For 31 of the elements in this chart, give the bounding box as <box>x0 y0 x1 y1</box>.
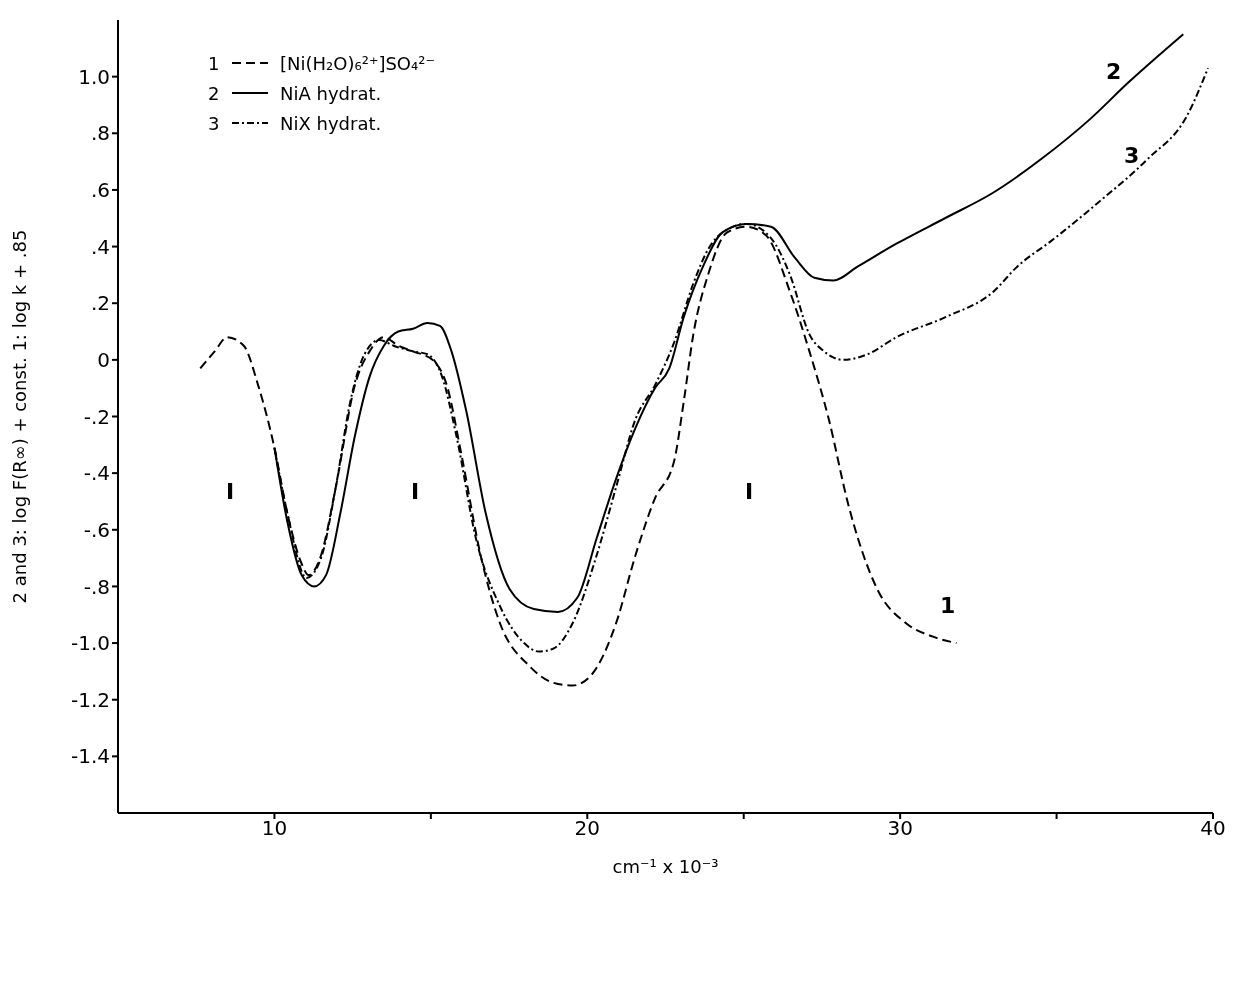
y-tick-label: 0 <box>97 347 110 372</box>
x-tick-label: 10 <box>261 816 288 841</box>
y-tick-label: -.6 <box>83 517 110 542</box>
y-axis-title: 2 and 3: log F(R∞) + const. 1: log k + .85 <box>9 229 31 604</box>
x-tick-label: 30 <box>887 816 913 841</box>
x-tick-label: 40 <box>1200 816 1226 841</box>
annotation: 1 <box>940 593 956 618</box>
y-tick-label: -1.2 <box>70 687 110 712</box>
y-tick-label: .4 <box>90 234 110 259</box>
annotation: I <box>226 479 235 504</box>
x-axis-title: cm⁻¹ x 10⁻³ <box>612 856 719 877</box>
y-tick-label: -.4 <box>83 461 110 486</box>
text: 3 <box>208 112 220 134</box>
y-tick-label: -.2 <box>83 404 110 429</box>
y-tick-label: -1.0 <box>70 631 110 656</box>
y-tick-label: .6 <box>90 178 110 203</box>
annotation: I <box>745 479 754 504</box>
y-tick-label: .8 <box>90 121 110 146</box>
legend-label: NiX hydrat. <box>280 112 382 134</box>
text: 1 <box>208 52 220 74</box>
y-tick-label: 1.0 <box>78 64 110 89</box>
y-tick-label: -1.4 <box>70 744 110 769</box>
legend-label: [Ni(H₂O)₆²⁺]SO₄²⁻ <box>280 52 435 74</box>
annotation: 2 <box>1106 59 1122 84</box>
x-tick-label: 20 <box>574 816 601 841</box>
text: 2 <box>208 82 220 104</box>
y-tick-label: .2 <box>90 291 110 316</box>
annotation: I <box>411 479 420 504</box>
legend-label: NiA hydrat. <box>280 82 382 104</box>
y-tick-label: -.8 <box>83 574 110 599</box>
annotation: 3 <box>1124 143 1140 168</box>
